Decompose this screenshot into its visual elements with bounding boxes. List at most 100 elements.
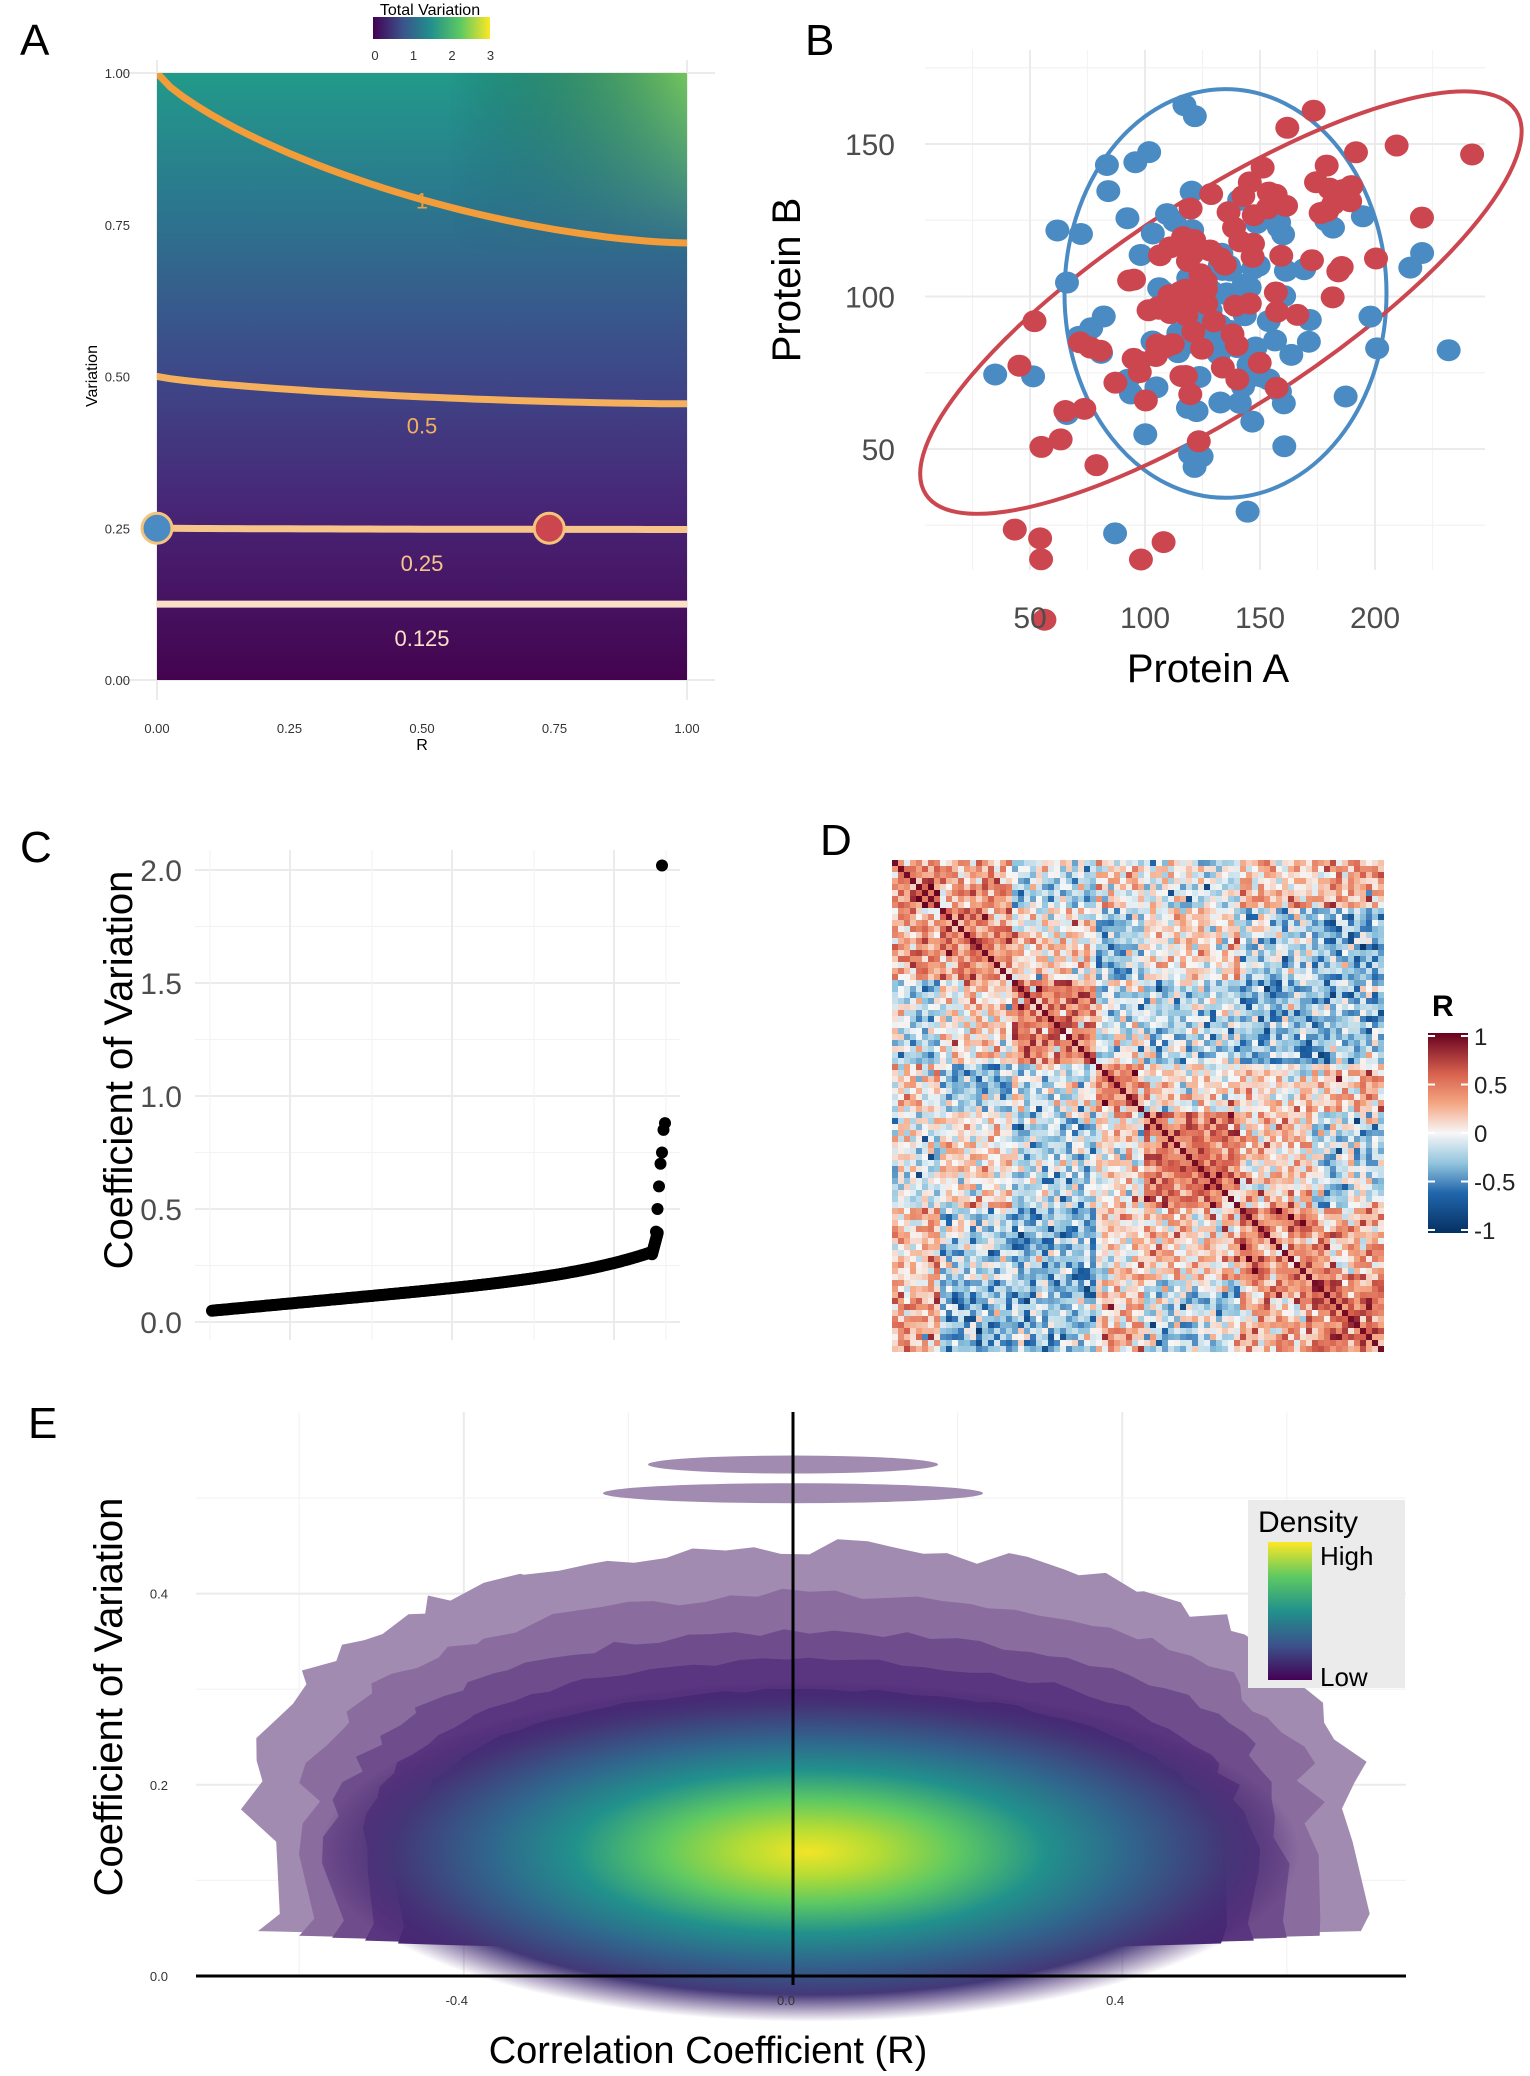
panel-d-cell	[928, 1064, 935, 1071]
panel-d-cell	[988, 1112, 995, 1119]
panel-d-cell	[970, 1058, 977, 1065]
panel-d-cell	[1126, 1040, 1133, 1047]
panel-b-point-red	[1201, 310, 1226, 333]
panel-d-cell	[994, 932, 1001, 939]
panel-d-cell	[1012, 1064, 1019, 1071]
panel-d-cell	[994, 992, 1001, 999]
panel-d-cell	[1036, 1136, 1043, 1143]
panel-d-cell	[1204, 860, 1211, 867]
panel-d-cell	[1246, 1022, 1253, 1029]
panel-d-cell	[1042, 884, 1049, 891]
panel-d-cell	[1228, 1058, 1235, 1065]
panel-d-cell	[1366, 1112, 1373, 1119]
panel-d-cell	[1276, 1130, 1283, 1137]
panel-d-cell	[1042, 866, 1049, 873]
panel-d-cell	[1180, 1172, 1187, 1179]
panel-d-cell	[1354, 1016, 1361, 1023]
panel-b-point-blue	[1103, 522, 1128, 545]
panel-d-cell	[928, 1022, 935, 1029]
panel-d-cell	[910, 974, 917, 981]
panel-d-cell	[940, 1124, 947, 1131]
panel-d-cell	[1240, 1106, 1247, 1113]
panel-d-cell	[1264, 1118, 1271, 1125]
panel-d-cell	[1318, 1076, 1325, 1083]
panel-d-cell	[1204, 1082, 1211, 1089]
panel-d-cell	[958, 872, 965, 879]
panel-d-cell	[1360, 1010, 1367, 1017]
panel-d-cell	[1126, 1082, 1133, 1089]
panel-d-cell	[1252, 866, 1259, 873]
panel-d-cell	[1132, 1028, 1139, 1035]
panel-d-cell	[1006, 1106, 1013, 1113]
panel-d-cell	[1246, 956, 1253, 963]
panel-d-cell	[1192, 884, 1199, 891]
panel-d-cell	[1036, 1106, 1043, 1113]
panel-b-point-red	[1301, 99, 1326, 122]
panel-d-cell	[1132, 926, 1139, 933]
panel-d-cell	[1306, 890, 1313, 897]
panel-d-cell	[1378, 1100, 1384, 1107]
panel-d-cell	[1060, 968, 1067, 975]
panel-d-cell	[898, 1178, 905, 1185]
panel-d-cell	[1126, 890, 1133, 897]
panel-d-cell	[892, 1016, 899, 1023]
panel-d-cell	[1030, 980, 1037, 987]
panel-d-cell	[1288, 1010, 1295, 1017]
panel-d-cell	[1090, 878, 1097, 885]
panel-d-cell	[1192, 1148, 1199, 1155]
panel-d-cell	[1006, 902, 1013, 909]
panel-d-cell	[910, 1010, 917, 1017]
panel-d-cell	[1210, 1046, 1217, 1053]
panel-d-cell	[1360, 1160, 1367, 1167]
panel-d-cell	[1312, 1118, 1319, 1125]
panel-d-cell	[1114, 1124, 1121, 1131]
panel-d-cell	[976, 956, 983, 963]
panel-d-cell	[1072, 872, 1079, 879]
panel-d-cell	[1072, 1136, 1079, 1143]
panel-d-cell	[1024, 926, 1031, 933]
panel-d-cell	[1048, 1004, 1055, 1011]
panel-d-cell	[1174, 914, 1181, 921]
panel-d-cell	[1324, 1094, 1331, 1101]
panel-d-cell	[1360, 1064, 1367, 1071]
panel-d-cell	[1006, 878, 1013, 885]
panel-d-cell	[1294, 1010, 1301, 1017]
panel-d-cell	[1060, 902, 1067, 909]
panel-d-cell	[958, 1034, 965, 1041]
panel-d-cell	[1084, 1064, 1091, 1071]
panel-d-cell	[958, 1076, 965, 1083]
panel-d-cell	[1198, 1094, 1205, 1101]
panel-d-cell	[1000, 902, 1007, 909]
panel-d-cell	[1228, 884, 1235, 891]
panel-d-cell	[1348, 1094, 1355, 1101]
panel-d-cell	[1042, 956, 1049, 963]
panel-d-cell	[1108, 1028, 1115, 1035]
panel-d-cell	[1288, 1040, 1295, 1047]
panel-d-cell	[1222, 938, 1229, 945]
panel-d-cell	[964, 1088, 971, 1095]
panel-d-cell	[922, 1160, 929, 1167]
panel-d-cell	[1324, 1100, 1331, 1107]
panel-b-point-blue	[1054, 271, 1079, 294]
panel-d-cell	[1360, 1028, 1367, 1035]
panel-d-cell	[1042, 1124, 1049, 1131]
panel-label-d: D	[820, 816, 852, 865]
panel-d-cell	[1186, 974, 1193, 981]
panel-d-cell	[1276, 1034, 1283, 1041]
panel-d-cell	[1036, 992, 1043, 999]
panel-d-cell	[1216, 962, 1223, 969]
panel-d-cell	[1180, 1088, 1187, 1095]
panel-d-cell	[1006, 1148, 1013, 1155]
panel-d-cell	[1240, 1160, 1247, 1167]
panel-d-cell	[1306, 1028, 1313, 1035]
panel-d-cell	[934, 1028, 941, 1035]
panel-d-cell	[1228, 890, 1235, 897]
panel-d-cell	[1294, 1166, 1301, 1173]
panel-d-cell	[1336, 872, 1343, 879]
panel-d-cell	[1348, 1046, 1355, 1053]
panel-d-cell	[1186, 1154, 1193, 1161]
panel-d-cell	[1048, 1052, 1055, 1059]
panel-d-cell	[1192, 890, 1199, 897]
panel-d-cell	[1240, 1028, 1247, 1035]
panel-d-cell	[1318, 1064, 1325, 1071]
